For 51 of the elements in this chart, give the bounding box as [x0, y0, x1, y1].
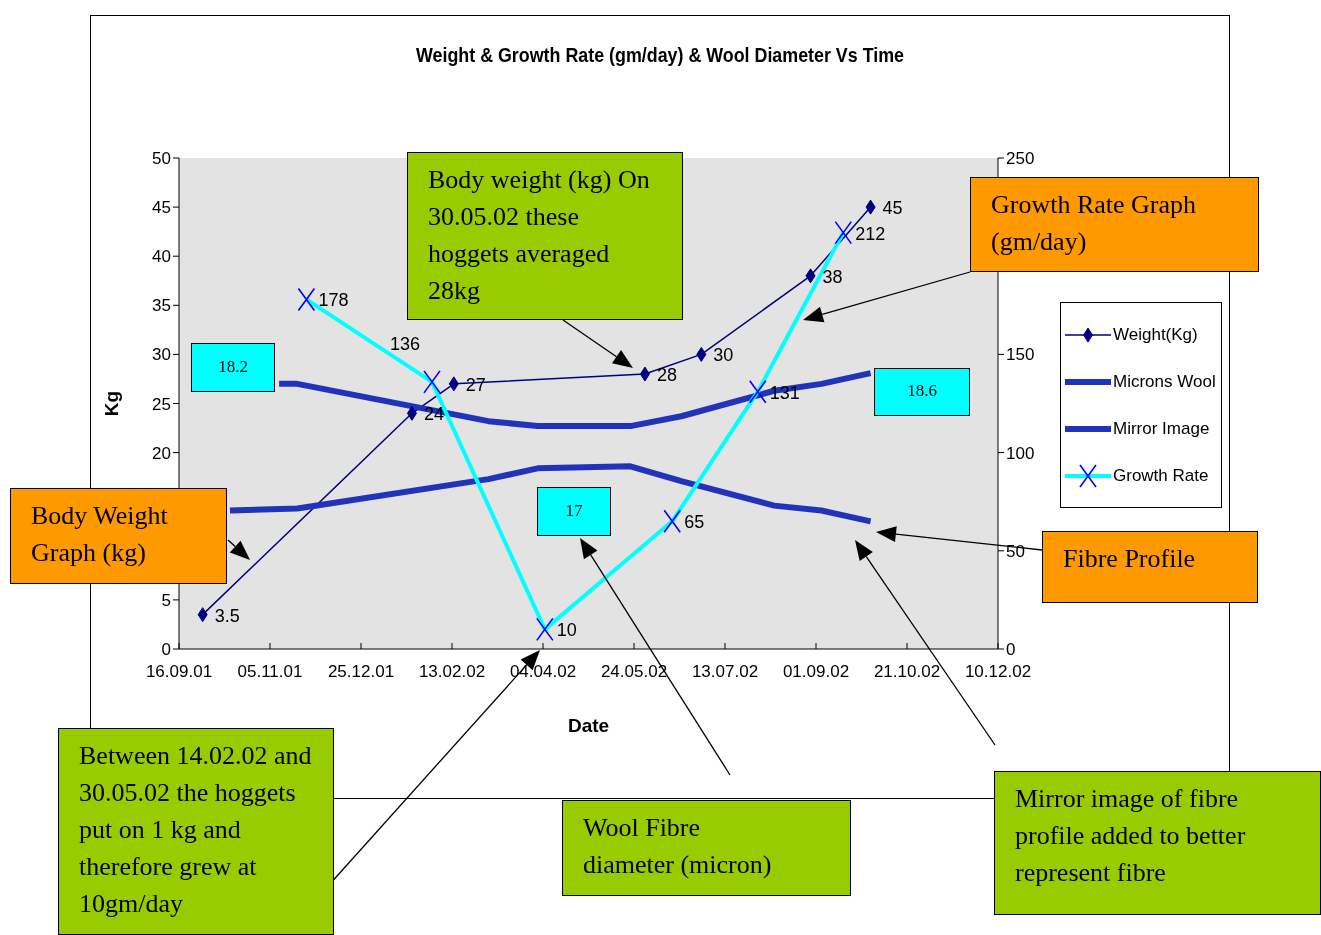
- y-tick-label: 50: [152, 149, 171, 169]
- legend-label: Growth Rate: [1113, 465, 1209, 486]
- callout-box: 18.2: [191, 343, 275, 392]
- data-label: 3.5: [214, 605, 240, 626]
- x-tick-label: 21.10.02: [873, 662, 941, 682]
- legend-label: Weight(Kg): [1113, 324, 1198, 345]
- y-tick-label: 5: [161, 590, 171, 610]
- y-tick-label: 35: [152, 296, 171, 316]
- y2-tick-label: 250: [1006, 149, 1035, 169]
- x-tick-label: 25.12.01: [327, 662, 395, 682]
- x-tick-label: 05.11.01: [237, 662, 303, 682]
- legend-label: Microns Wool: [1113, 371, 1216, 392]
- chart-title: Weight & Growth Rate (gm/day) & Wool Diameter Vs Time: [415, 43, 905, 67]
- x-tick-label: 13.07.02: [691, 662, 759, 682]
- callout-box: Growth Rate Graph (gm/day): [970, 177, 1259, 272]
- y2-tick-label: 0: [1006, 640, 1016, 660]
- callout-box: Between 14.02.02 and 30.05.02 the hoggets put on 1 kg and therefore grew at 10gm/day: [58, 728, 334, 935]
- legend-label: Mirror Image: [1113, 418, 1210, 439]
- data-label: 30: [713, 345, 734, 366]
- x-tick-label: 24.05.02: [600, 662, 668, 682]
- x-axis-title: Date: [567, 715, 610, 736]
- data-label: 212: [855, 223, 886, 244]
- annotation: Body weight (kg) On 30.05.02 these hoggets averaged 28kg: [428, 164, 651, 307]
- callout-box: Body weight (kg) On 30.05.02 these hoggets averaged 28kg: [407, 152, 683, 320]
- callout-box: Body Weight Graph (kg): [10, 488, 227, 584]
- data-label: 45: [882, 198, 903, 219]
- data-label: 65: [684, 512, 705, 533]
- data-label: 136: [389, 333, 420, 354]
- y2-tick-label: 100: [1006, 443, 1035, 463]
- callout-box: Fibre Profile: [1042, 531, 1258, 603]
- y2-tick-label: 150: [1006, 345, 1035, 365]
- x-tick-label: 16.09.01: [145, 662, 213, 682]
- callout-box: 18.6: [874, 368, 970, 416]
- x-tick-label: 01.09.02: [782, 662, 850, 682]
- data-label: 38: [822, 266, 843, 287]
- y-tick-label: 30: [152, 345, 171, 365]
- callout-box: Wool Fibre diameter (micron): [562, 800, 851, 896]
- data-label: 178: [318, 290, 349, 311]
- annotation: Growth Rate Graph (gm/day): [991, 189, 1198, 258]
- callout-box: Mirror image of fibre profile added to better represent fibre: [994, 771, 1321, 915]
- y-tick-label: 45: [152, 198, 171, 218]
- callout-box: 17: [537, 487, 611, 536]
- y-axis-title: Kg: [100, 390, 122, 417]
- y-tick-label: 0: [161, 640, 171, 660]
- y-tick-label: 25: [152, 394, 171, 414]
- data-label: 10: [556, 620, 577, 641]
- x-tick-label: 13.02.02: [418, 662, 486, 682]
- x-tick-label: 10.12.02: [964, 662, 1032, 682]
- data-label: 28: [656, 365, 677, 386]
- y-tick-label: 40: [152, 247, 171, 267]
- y-tick-label: 20: [152, 443, 171, 463]
